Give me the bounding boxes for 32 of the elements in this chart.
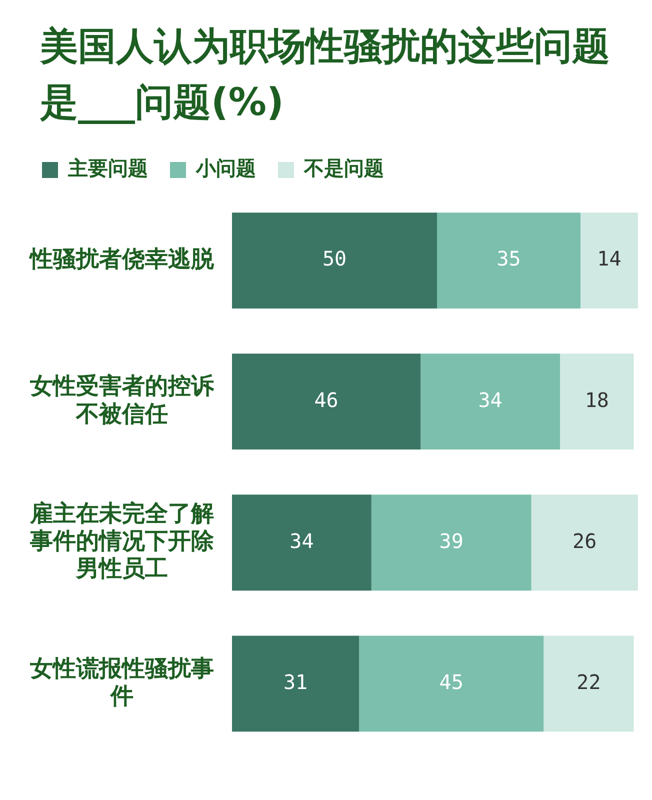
data-label: 31 [284, 670, 308, 694]
data-label: 22 [576, 670, 601, 694]
data-label: 26 [572, 528, 597, 553]
legend-label: 不是问题 [303, 156, 384, 180]
data-label: 35 [496, 246, 521, 271]
y-tick-label: 雇主在未完全了解事件的情况下开除男性员工 [29, 500, 215, 582]
bar [232, 354, 421, 450]
data-label: 14 [597, 246, 622, 271]
y-tick-label: 性骚扰者侥幸逃脱 [28, 246, 215, 272]
legend-label: 主要问题 [67, 156, 148, 180]
bar [544, 636, 634, 732]
chart-title: 美国人认为职场性骚扰的这些问题是___问题(%) [40, 23, 611, 126]
legend-label: 小问题 [195, 156, 256, 180]
bar [560, 354, 634, 450]
data-label: 39 [439, 528, 464, 553]
data-label: 34 [290, 528, 314, 553]
data-label: 34 [478, 388, 502, 412]
y-tick-label: 女性受害者的控诉不被信任 [29, 372, 215, 428]
bar [232, 212, 437, 308]
data-label: 18 [584, 388, 609, 412]
data-label: 46 [314, 388, 338, 412]
bar [420, 354, 560, 450]
y-tick-label: 女性谎报性骚扰事件 [29, 656, 214, 710]
bar [437, 212, 580, 308]
bar [232, 494, 372, 591]
data-label: 50 [322, 246, 347, 271]
bar [232, 636, 360, 732]
bar [580, 212, 638, 308]
bar [371, 494, 532, 591]
data-label: 45 [439, 670, 464, 694]
bar [359, 636, 544, 732]
bar [531, 494, 638, 591]
